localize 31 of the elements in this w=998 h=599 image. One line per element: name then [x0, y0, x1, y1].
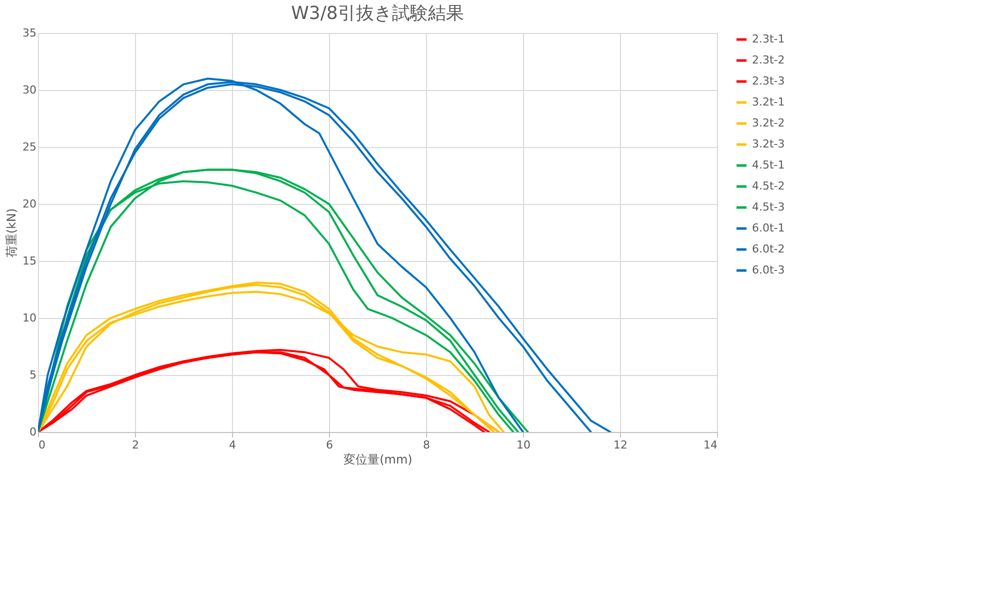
legend-label: 3.2t-3	[752, 138, 785, 150]
y-tick-label: 15	[22, 254, 36, 268]
x-tick-label: 2	[132, 438, 139, 452]
legend-label: 3.2t-1	[752, 96, 785, 108]
legend-label: 6.0t-2	[752, 242, 785, 256]
x-tick-label: 10	[516, 438, 530, 452]
legend-label: 2.3t-3	[752, 74, 785, 88]
legend-label: 4.5t-1	[752, 158, 785, 172]
chart-title: W3/8引抜き試験結果	[291, 3, 464, 24]
y-tick-label: 10	[22, 312, 36, 324]
legend-label: 3.2t-2	[752, 116, 785, 130]
x-tick-label: 8	[423, 438, 430, 452]
legend-label: 6.0t-1	[752, 222, 785, 234]
y-tick-label: 30	[22, 84, 36, 96]
x-tick-label: 0	[38, 438, 46, 452]
legend-label: 4.5t-3	[752, 200, 785, 214]
y-axis-title: 荷重(kN)	[4, 208, 19, 258]
x-tick-label: 4	[229, 438, 236, 452]
y-tick-label: 35	[22, 26, 36, 40]
x-tick-label: 14	[704, 438, 718, 452]
x-tick-label: 12	[614, 438, 628, 452]
legend-label: 2.3t-2	[752, 54, 785, 66]
x-axis-title: 変位量(mm)	[344, 452, 412, 466]
legend-label: 2.3t-1	[752, 32, 785, 46]
y-tick-label: 0	[30, 426, 36, 438]
legend-label: 4.5t-2	[752, 180, 785, 192]
legend-label: 6.0t-3	[752, 264, 785, 276]
x-tick-label: 6	[326, 438, 333, 452]
y-tick-label: 5	[30, 368, 36, 382]
y-tick-label: 25	[22, 140, 36, 154]
y-tick-label: 20	[22, 198, 36, 210]
